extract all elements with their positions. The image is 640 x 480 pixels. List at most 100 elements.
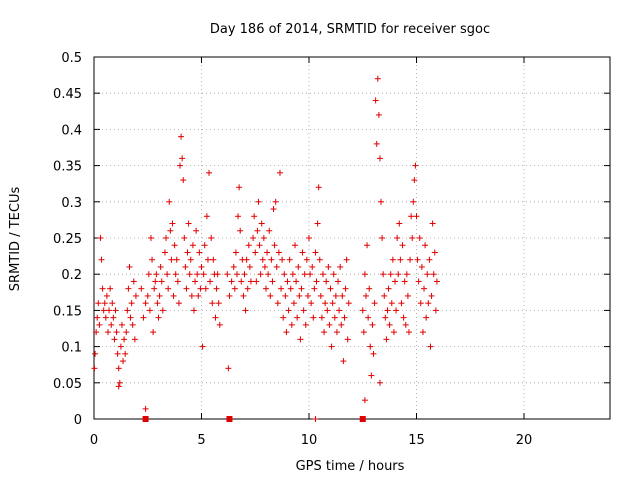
- data-point: [387, 271, 394, 278]
- data-point: [121, 336, 128, 343]
- data-point: [361, 397, 368, 404]
- data-point: [312, 416, 319, 422]
- data-point: [402, 321, 409, 328]
- data-point: [276, 169, 283, 176]
- data-point: [198, 263, 205, 270]
- y-tick-label: 0.45: [53, 87, 82, 102]
- data-point: [264, 249, 271, 256]
- data-point: [267, 292, 274, 299]
- data-point: [329, 300, 336, 307]
- data-point: [258, 220, 265, 227]
- data-point: [314, 220, 321, 227]
- data-point: [270, 206, 277, 213]
- data-point: [312, 249, 319, 256]
- data-point: [423, 314, 430, 321]
- data-point: [375, 111, 382, 118]
- grid-lines: [94, 57, 610, 419]
- data-point: [232, 249, 239, 256]
- data-point: [115, 365, 122, 372]
- data-point: [280, 314, 287, 321]
- data-point: [316, 256, 323, 263]
- data-point: [326, 321, 333, 328]
- data-point: [246, 263, 253, 270]
- data-point: [315, 184, 322, 191]
- data-point: [193, 227, 200, 234]
- data-point: [200, 271, 207, 278]
- data-point: [368, 372, 375, 379]
- data-point: [413, 213, 420, 220]
- y-tick-label: 0.5: [61, 51, 82, 66]
- x-tick-label: 20: [516, 433, 533, 448]
- data-point: [118, 321, 125, 328]
- data-point: [187, 256, 194, 263]
- data-point: [109, 300, 116, 307]
- data-point: [114, 350, 121, 357]
- y-tick-labels: 0 0.05 0.1 0.15 0.2 0.25 0.3 0.35 0.4 0.45 0.5: [53, 51, 82, 428]
- data-point: [177, 162, 183, 169]
- data-point: [185, 220, 192, 227]
- data-point: [226, 292, 233, 299]
- data-point: [287, 285, 294, 292]
- data-point: [286, 256, 293, 263]
- data-point: [422, 242, 429, 249]
- data-point: [393, 307, 400, 314]
- x-tick-label: 0: [90, 433, 98, 448]
- data-point: [428, 292, 435, 299]
- data-point: [251, 213, 258, 220]
- data-point: [404, 292, 411, 299]
- data-point: [153, 271, 160, 278]
- data-point: [400, 314, 407, 321]
- data-points: [91, 75, 440, 422]
- data-point: [307, 271, 314, 278]
- data-point: [155, 314, 162, 321]
- data-point: [364, 242, 371, 249]
- data-point: [115, 383, 122, 390]
- data-point: [290, 300, 297, 307]
- data-point: [175, 300, 182, 307]
- data-point: [91, 365, 98, 372]
- data-point: [254, 227, 261, 234]
- y-axis-label: SRMTID / TECUs: [8, 187, 23, 292]
- data-point: [341, 314, 348, 321]
- plot-frame: [93, 56, 611, 420]
- axis-ticks: [93, 56, 610, 420]
- data-point: [196, 249, 203, 256]
- data-point: [192, 278, 199, 285]
- data-point: [237, 227, 244, 234]
- data-point: [233, 271, 240, 278]
- data-point: [426, 256, 433, 263]
- data-point: [308, 300, 315, 307]
- data-point: [92, 350, 99, 357]
- data-point: [410, 198, 417, 205]
- data-point: [309, 263, 316, 270]
- data-point: [407, 256, 414, 263]
- data-point: [295, 263, 302, 270]
- data-point: [365, 314, 372, 321]
- data-point: [146, 307, 153, 314]
- data-point: [230, 263, 237, 270]
- data-point: [389, 256, 396, 263]
- x-tick-label: 5: [197, 433, 205, 448]
- data-point: [138, 285, 145, 292]
- data-point: [140, 314, 147, 321]
- data-point: [408, 213, 415, 220]
- data-point: [360, 329, 367, 336]
- data-point: [330, 271, 337, 278]
- data-point: [159, 307, 166, 314]
- y-tick-label: 0.2: [61, 268, 82, 283]
- data-point: [151, 285, 158, 292]
- data-point: [306, 235, 312, 241]
- data-point: [417, 300, 424, 307]
- data-point: [203, 213, 210, 220]
- y-tick-label: 0.3: [61, 196, 82, 211]
- data-point: [208, 235, 215, 241]
- data-point: [242, 307, 249, 314]
- data-point: [261, 263, 268, 270]
- data-point: [103, 292, 110, 299]
- data-point: [392, 278, 398, 285]
- data-point: [403, 271, 410, 278]
- data-point: [149, 256, 156, 263]
- data-point: [394, 235, 401, 241]
- data-point: [429, 220, 436, 227]
- data-point: [161, 249, 168, 256]
